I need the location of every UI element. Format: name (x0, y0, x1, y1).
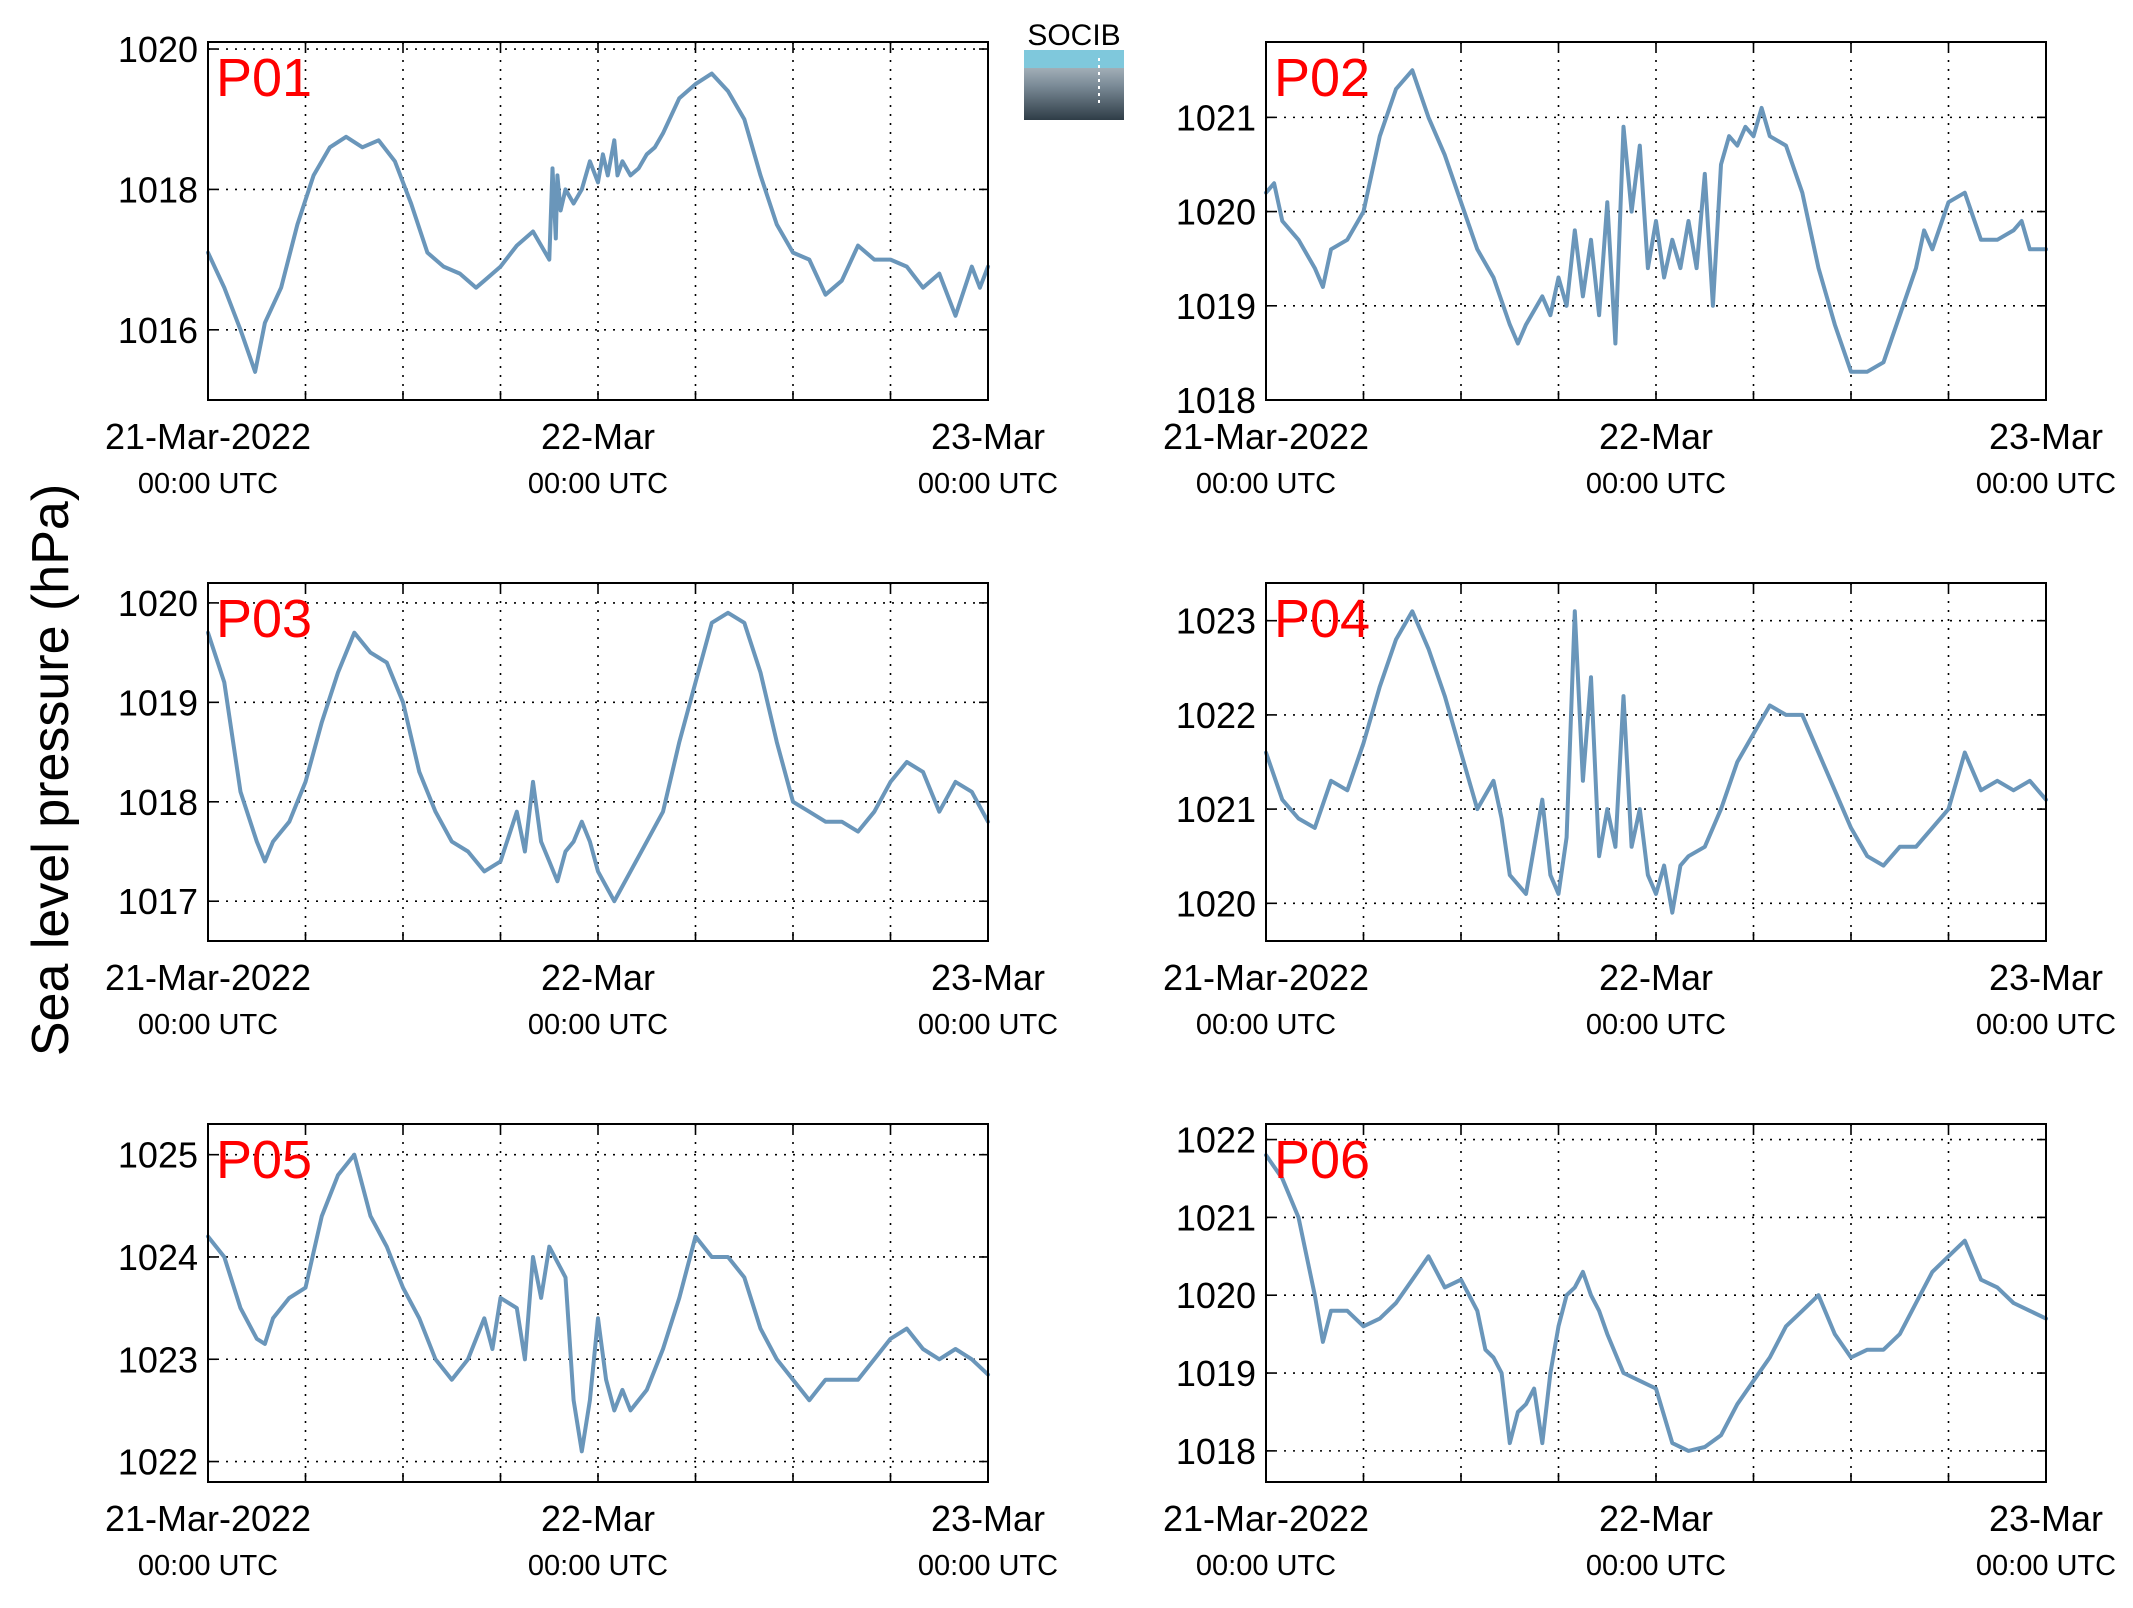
y-tick-label: 1018 (1176, 380, 1256, 421)
x-tick-label-time: 00:00 UTC (1976, 1009, 2116, 1041)
series-line (206, 610, 990, 904)
x-tick-label-date: 23-Mar (931, 416, 1045, 457)
x-tick-label-date: 23-Mar (1989, 957, 2103, 998)
y-tick-label: 1019 (1176, 1353, 1256, 1394)
panel-label: P05 (216, 1130, 312, 1190)
x-tick-label-time: 00:00 UTC (138, 468, 278, 500)
panel-label: P06 (1274, 1130, 1370, 1190)
y-tick-label: 1018 (1176, 1431, 1256, 1472)
x-tick-label-time: 00:00 UTC (1976, 468, 2116, 500)
x-tick-label-time: 00:00 UTC (1976, 1550, 2116, 1582)
plot-area (208, 1124, 988, 1482)
x-tick-label-date: 21-Mar-2022 (105, 1498, 311, 1539)
y-tick-label: 1017 (118, 881, 198, 922)
plot-area (208, 42, 988, 400)
series-line (1264, 609, 2048, 915)
y-tick-label: 1023 (1176, 601, 1256, 642)
x-tick-label-time: 00:00 UTC (1196, 1550, 1336, 1582)
x-tick-label-time: 00:00 UTC (918, 1550, 1058, 1582)
panel-label: P02 (1274, 48, 1370, 108)
y-tick-label: 1020 (1176, 883, 1256, 924)
panel-label: P01 (216, 48, 312, 108)
y-tick-label: 1020 (1176, 192, 1256, 233)
plot-frame (207, 1123, 989, 1483)
y-tick-label: 1020 (118, 583, 198, 624)
y-axis-label: Sea level pressure (hPa) (22, 484, 80, 1056)
y-tick-label: 1018 (118, 169, 198, 210)
x-tick-label-date: 22-Mar (1599, 1498, 1713, 1539)
x-tick-label-time: 00:00 UTC (1196, 468, 1336, 500)
y-tick-label: 1020 (1176, 1275, 1256, 1316)
socib-logo-text: SOCIB (1027, 19, 1120, 52)
panel-p06: 1018 1019 1020 1021 1022 21-Mar-2022 00:00 UTC… (1163, 1120, 2116, 1582)
series-line (206, 71, 990, 374)
x-tick-label-time: 00:00 UTC (528, 1550, 668, 1582)
y-tick-label: 1023 (118, 1339, 198, 1380)
y-tick-label: 1019 (1176, 286, 1256, 327)
series-line (1264, 68, 2048, 374)
panel-p04: 1020 1021 1022 1023 21-Mar-2022 00:00 UTC 22-M… (1163, 582, 2116, 1041)
y-tick-label: 1022 (118, 1442, 198, 1483)
x-tick-label-date: 21-Mar-2022 (1163, 957, 1369, 998)
panel-p05: 1022 1023 1024 1025 21-Mar-2022 00:00 UTC 22-M… (105, 1123, 1058, 1582)
y-tick-label: 1025 (118, 1135, 198, 1176)
x-tick-label-time: 00:00 UTC (528, 468, 668, 500)
plot-frame (1265, 1123, 2047, 1483)
y-tick-label: 1024 (118, 1237, 198, 1278)
y-tick-label: 1022 (1176, 695, 1256, 736)
x-tick-label-date: 21-Mar-2022 (1163, 416, 1369, 457)
y-tick-label: 1021 (1176, 1197, 1256, 1238)
plot-frame (1265, 41, 2047, 401)
x-tick-label-time: 00:00 UTC (138, 1009, 278, 1041)
x-tick-label-date: 21-Mar-2022 (105, 957, 311, 998)
y-tick-label: 1021 (1176, 789, 1256, 830)
x-tick-label-time: 00:00 UTC (918, 1009, 1058, 1041)
panel-p02: 1018 1019 1020 1021 21-Mar-2022 00:00 UTC 22-M… (1163, 41, 2116, 500)
x-tick-label-date: 22-Mar (541, 1498, 655, 1539)
x-tick-label-time: 00:00 UTC (1586, 1009, 1726, 1041)
panel-p03: 1017 1018 1019 1020 21-Mar-2022 00:00 UTC 22-M… (105, 582, 1058, 1041)
x-tick-label-date: 22-Mar (541, 416, 655, 457)
x-tick-label-date: 23-Mar (931, 1498, 1045, 1539)
x-tick-label-date: 22-Mar (1599, 957, 1713, 998)
x-tick-label-time: 00:00 UTC (528, 1009, 668, 1041)
x-tick-label-time: 00:00 UTC (918, 468, 1058, 500)
y-tick-label: 1022 (1176, 1120, 1256, 1161)
x-tick-label-date: 22-Mar (541, 957, 655, 998)
x-tick-label-date: 23-Mar (1989, 416, 2103, 457)
x-tick-label-time: 00:00 UTC (1196, 1009, 1336, 1041)
panel-p01: 1016 1018 1020 21-Mar-2022 00:00 UTC 22-Mar 00… (105, 29, 1058, 500)
series-line (1264, 1153, 2048, 1453)
y-tick-label: 1019 (118, 682, 198, 723)
panel-label: P04 (1274, 589, 1370, 649)
x-tick-label-date: 22-Mar (1599, 416, 1713, 457)
socib-logo: SOCIB (1024, 19, 1124, 120)
plot-area (208, 583, 988, 941)
plot-frame (207, 41, 989, 401)
panel-label: P03 (216, 589, 312, 649)
y-tick-label: 1020 (118, 29, 198, 70)
x-tick-label-time: 00:00 UTC (1586, 1550, 1726, 1582)
x-tick-label-date: 21-Mar-2022 (1163, 1498, 1369, 1539)
plot-area (1266, 1124, 2046, 1482)
x-tick-label-date: 21-Mar-2022 (105, 416, 311, 457)
x-tick-label-date: 23-Mar (1989, 1498, 2103, 1539)
plot-frame (1265, 582, 2047, 942)
y-tick-label: 1016 (118, 310, 198, 351)
x-tick-label-time: 00:00 UTC (1586, 468, 1726, 500)
plot-frame (207, 582, 989, 942)
y-tick-label: 1018 (118, 782, 198, 823)
y-tick-label: 1021 (1176, 97, 1256, 138)
series-line (206, 1152, 990, 1454)
x-tick-label-date: 23-Mar (931, 957, 1045, 998)
x-tick-label-time: 00:00 UTC (138, 1550, 278, 1582)
